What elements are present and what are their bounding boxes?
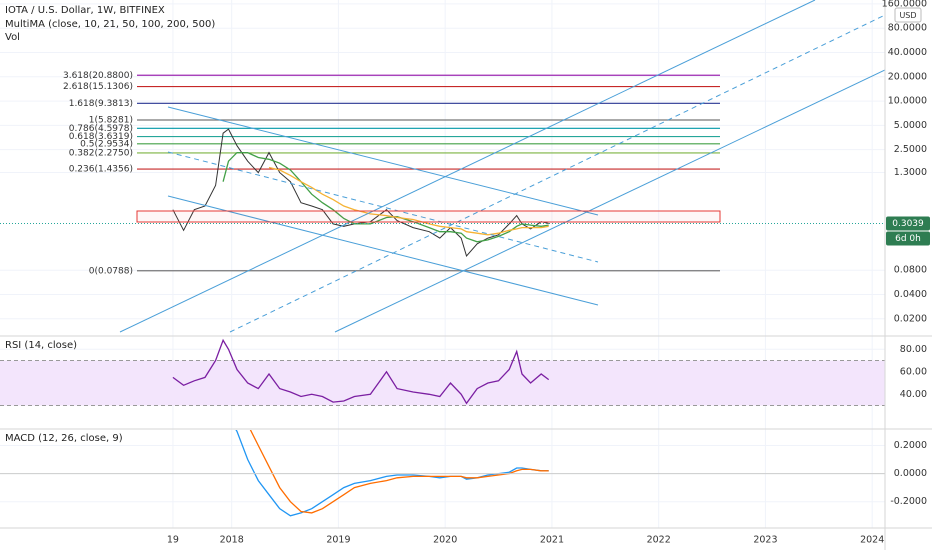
y-tick-label: 80.00: [900, 344, 927, 355]
y-tick-label: 160.0000: [882, 0, 927, 9]
y-tick-label: 10.0000: [888, 96, 927, 107]
y-tick-label: 5.0000: [894, 120, 927, 131]
y-tick-label: 60.00: [900, 366, 927, 377]
y-tick-label: 1.3000: [894, 167, 927, 178]
channel-line: [119, 0, 816, 333]
x-tick-label: 2020: [433, 535, 457, 546]
y-tick-label: 20.0000: [888, 71, 927, 82]
channel-line: [167, 195, 599, 306]
panel: [0, 338, 885, 406]
channel-line: [167, 106, 599, 216]
fib-label: 0.236(1.4356): [69, 165, 133, 175]
y-tick-label: 0.2000: [894, 440, 927, 451]
band: [0, 360, 885, 406]
y-tick-label: 0.0400: [894, 289, 927, 300]
chart-title: IOTA / U.S. Dollar, 1W, BITFINEX: [5, 5, 165, 16]
fib-label: 3.618(20.8800): [63, 71, 133, 81]
indicator-label: MultiMA (close, 10, 21, 50, 100, 200, 50…: [5, 19, 215, 30]
channel-line: [229, 14, 885, 333]
y-tick-label: 40.00: [900, 389, 927, 400]
series-line: [235, 430, 549, 517]
channel-line: [167, 151, 599, 263]
volume-label: Vol: [5, 32, 20, 43]
rsi-title: RSI (14, close): [5, 340, 77, 351]
fib-label: 1.618(9.3813): [69, 99, 133, 109]
countdown-label: 6d 0h: [895, 234, 921, 244]
channel-line: [334, 69, 885, 333]
x-tick-label: 2018: [220, 535, 244, 546]
price-box: [886, 216, 930, 231]
x-tick-label: 2024: [860, 535, 884, 546]
y-tick-label: -0.2000: [890, 496, 927, 507]
fib-label: 0.618(3.6319): [69, 132, 133, 142]
x-tick-label: 19: [167, 535, 179, 546]
zone-box: [136, 210, 721, 223]
fib-label: 2.618(15.1306): [63, 82, 133, 92]
y-tick-label: 2.5000: [894, 144, 927, 155]
currency-box[interactable]: [894, 7, 922, 23]
currency-label: USD: [899, 11, 916, 20]
macd-title: MACD (12, 26, close, 9): [5, 433, 123, 444]
x-tick-label: 2019: [326, 535, 350, 546]
y-tick-label: 80.0000: [888, 23, 927, 34]
countdown-box: [886, 231, 930, 246]
panel: [0, 430, 885, 517]
fib-label: 0(0.0788): [89, 266, 133, 276]
channel-drawings: [119, 0, 885, 333]
fib-label: 0.5(2.9534): [80, 139, 133, 149]
fib-label: 0.786(4.5978): [69, 124, 133, 134]
y-tick-label: 0.0200: [894, 313, 927, 324]
fib-label: 1(5.8281): [89, 115, 133, 125]
panel: 3.618(20.8800)2.618(15.1306) 1.618(9.3813…: [0, 3, 885, 320]
series-line: [172, 338, 550, 405]
y-tick-label: 0.0000: [894, 468, 927, 479]
fib-label: 0.382(2.2750): [69, 148, 133, 158]
x-tick-label: 2022: [647, 535, 671, 546]
price-label: 0.3039: [892, 219, 924, 229]
plot-layers: 3.618(20.8800)2.618(15.1306) 1.618(9.3813…: [0, 0, 885, 528]
y-tick-label: 40.0000: [888, 47, 927, 58]
x-tick-label: 2021: [540, 535, 564, 546]
y-tick-label: 0.0800: [894, 265, 927, 276]
x-tick-label: 2023: [753, 535, 777, 546]
